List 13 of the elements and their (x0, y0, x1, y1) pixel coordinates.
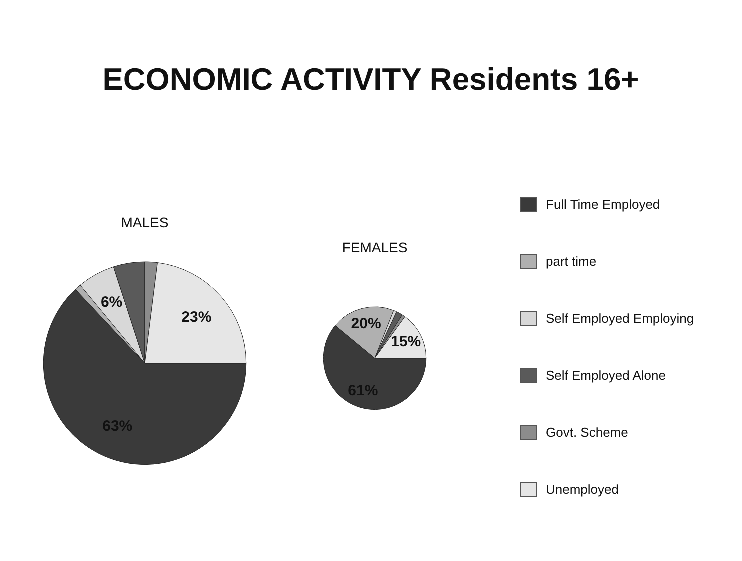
legend-label: Full Time Employed (546, 197, 660, 212)
chart-title: ECONOMIC ACTIVITY Residents 16+ (102, 62, 640, 98)
data-label: 6% (100, 294, 123, 312)
data-label: 15% (391, 334, 422, 351)
slice-label: FEMALES (342, 239, 408, 256)
legend-label: Self Employed Alone (546, 368, 666, 383)
legend-label: Unemployed (546, 482, 619, 497)
legend-label: part time (546, 254, 597, 269)
data-label: 23% (182, 308, 212, 326)
legend-label: Govt. Scheme (546, 425, 628, 440)
data-label: 20% (351, 316, 382, 333)
legend-label: Self Employed Employing (546, 311, 694, 326)
slice-label: MALES (121, 214, 169, 230)
